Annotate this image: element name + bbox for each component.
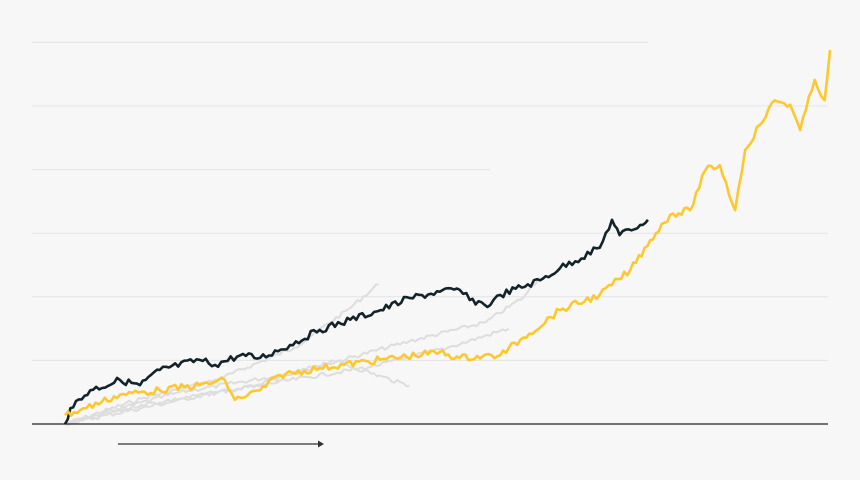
series-line-highlight-5 <box>64 49 832 417</box>
series-line-primary-4 <box>63 218 649 425</box>
series-line-context-3 <box>65 359 410 425</box>
series-line-context-2 <box>64 327 510 427</box>
series-lines <box>63 49 832 427</box>
gridlines <box>32 41 828 361</box>
series-line-context-0 <box>64 283 379 425</box>
time-arrow <box>118 440 324 448</box>
arrow-head-icon <box>318 440 324 448</box>
